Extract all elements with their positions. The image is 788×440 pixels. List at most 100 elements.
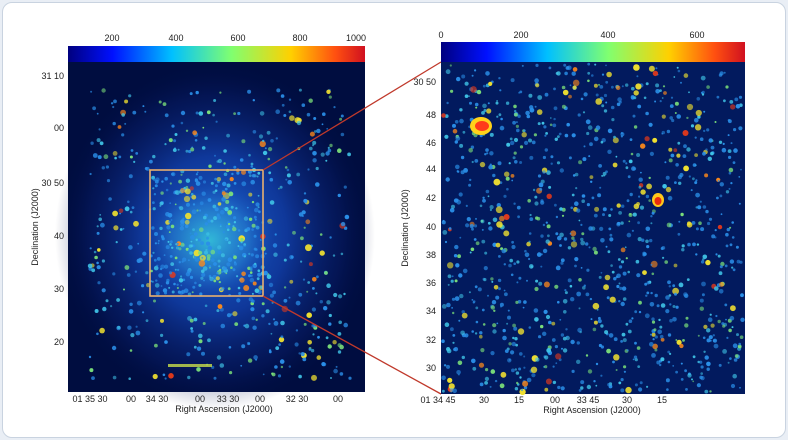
emission-speckle bbox=[219, 91, 222, 94]
emission-speckle bbox=[450, 89, 454, 93]
emission-speckle bbox=[571, 133, 576, 138]
emission-speckle bbox=[717, 254, 721, 258]
emission-speckle bbox=[176, 268, 180, 272]
emission-speckle bbox=[551, 321, 556, 326]
emission-speckle bbox=[449, 64, 452, 67]
emission-speckle bbox=[199, 227, 204, 232]
emission-speckle bbox=[506, 142, 511, 147]
emission-speckle bbox=[600, 345, 605, 349]
emission-speckle bbox=[483, 109, 487, 112]
emission-speckle bbox=[677, 141, 681, 145]
emission-speckle bbox=[217, 304, 223, 309]
emission-speckle bbox=[662, 85, 666, 88]
tick-label: 30 50 bbox=[41, 178, 64, 188]
emission-speckle bbox=[567, 65, 572, 71]
emission-speckle bbox=[552, 365, 555, 368]
emission-speckle bbox=[537, 95, 543, 100]
left-horizontal-streak bbox=[168, 364, 212, 367]
emission-speckle bbox=[672, 284, 676, 288]
emission-speckle bbox=[488, 226, 493, 231]
emission-speckle bbox=[720, 213, 723, 216]
emission-speckle bbox=[241, 271, 246, 277]
emission-speckle bbox=[256, 277, 260, 281]
emission-speckle bbox=[735, 245, 739, 249]
emission-speckle bbox=[216, 177, 222, 182]
emission-speckle bbox=[122, 227, 125, 230]
emission-speckle bbox=[226, 228, 230, 231]
emission-speckle bbox=[162, 102, 167, 106]
emission-speckle bbox=[298, 374, 302, 379]
emission-speckle bbox=[480, 219, 485, 224]
emission-speckle bbox=[246, 227, 251, 231]
emission-speckle bbox=[633, 355, 638, 359]
emission-speckle bbox=[127, 200, 130, 204]
emission-speckle bbox=[514, 160, 518, 164]
emission-speckle bbox=[540, 200, 545, 205]
emission-speckle bbox=[243, 243, 246, 246]
emission-speckle bbox=[124, 265, 130, 270]
emission-speckle bbox=[601, 73, 605, 76]
emission-speckle bbox=[564, 133, 569, 138]
emission-speckle bbox=[515, 371, 520, 375]
emission-speckle bbox=[672, 287, 679, 295]
emission-speckle bbox=[646, 245, 650, 249]
emission-speckle bbox=[188, 259, 190, 262]
emission-speckle bbox=[708, 138, 713, 143]
emission-speckle bbox=[669, 104, 674, 108]
emission-speckle bbox=[690, 124, 695, 128]
emission-speckle bbox=[566, 122, 570, 127]
tick-label: 00 bbox=[195, 394, 205, 404]
emission-speckle bbox=[270, 332, 273, 335]
emission-speckle bbox=[510, 78, 515, 83]
emission-speckle bbox=[620, 247, 626, 253]
emission-speckle bbox=[257, 272, 262, 277]
emission-speckle bbox=[241, 344, 246, 349]
emission-speckle bbox=[201, 256, 204, 259]
emission-speckle bbox=[228, 191, 234, 197]
emission-speckle bbox=[654, 293, 658, 298]
emission-speckle bbox=[187, 248, 191, 252]
emission-speckle bbox=[301, 103, 306, 107]
emission-speckle bbox=[582, 111, 586, 114]
emission-speckle bbox=[137, 242, 140, 245]
emission-speckle bbox=[677, 69, 681, 73]
emission-speckle bbox=[338, 294, 343, 299]
emission-speckle bbox=[651, 211, 655, 215]
emission-speckle bbox=[96, 332, 99, 336]
emission-speckle bbox=[135, 152, 139, 155]
emission-speckle bbox=[715, 253, 718, 256]
tick-label: 600 bbox=[689, 30, 704, 40]
emission-speckle bbox=[198, 250, 203, 255]
emission-speckle bbox=[115, 241, 118, 244]
emission-speckle bbox=[112, 210, 118, 217]
emission-speckle bbox=[499, 215, 505, 222]
emission-speckle bbox=[283, 114, 287, 117]
emission-speckle bbox=[343, 292, 346, 296]
emission-speckle bbox=[482, 198, 486, 203]
emission-speckle bbox=[594, 206, 600, 212]
emission-speckle bbox=[472, 366, 477, 371]
emission-speckle bbox=[198, 175, 203, 180]
emission-speckle bbox=[588, 246, 591, 249]
emission-speckle bbox=[227, 210, 233, 215]
emission-speckle bbox=[347, 152, 351, 157]
emission-speckle bbox=[258, 134, 264, 139]
emission-speckle bbox=[542, 331, 547, 336]
emission-speckle bbox=[656, 304, 660, 308]
emission-speckle bbox=[308, 98, 313, 103]
emission-speckle bbox=[457, 373, 460, 376]
emission-speckle bbox=[618, 282, 621, 285]
emission-speckle bbox=[728, 155, 732, 159]
emission-speckle bbox=[193, 345, 197, 349]
emission-speckle bbox=[130, 149, 134, 152]
emission-speckle bbox=[195, 90, 199, 95]
emission-speckle bbox=[458, 319, 461, 322]
emission-speckle bbox=[101, 166, 106, 170]
emission-speckle bbox=[546, 193, 552, 199]
emission-speckle bbox=[694, 153, 698, 158]
emission-speckle bbox=[157, 242, 160, 245]
emission-speckle bbox=[243, 285, 250, 291]
emission-speckle bbox=[487, 195, 490, 198]
tick-label: 30 50 bbox=[413, 77, 436, 87]
emission-speckle bbox=[667, 280, 671, 285]
